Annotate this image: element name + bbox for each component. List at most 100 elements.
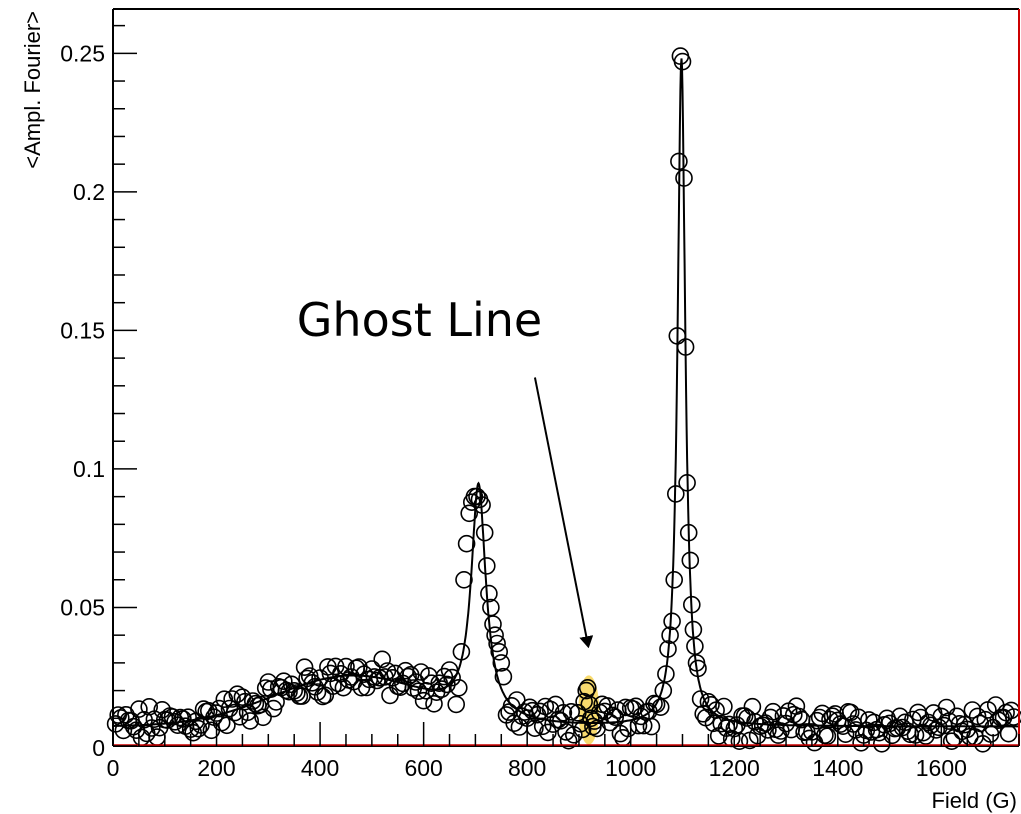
data-point	[818, 727, 837, 746]
data-point	[891, 707, 909, 726]
data-point	[477, 557, 496, 575]
x-tick-label: 1200	[709, 755, 760, 781]
fit-curve	[113, 58, 1019, 728]
data-point	[606, 708, 625, 727]
data-point	[414, 691, 433, 710]
y-tick-label: 0	[92, 735, 105, 761]
data-point	[449, 678, 468, 697]
data-point	[738, 709, 757, 727]
data-point	[295, 658, 314, 677]
data-point	[435, 667, 454, 686]
data-point	[1005, 708, 1021, 726]
data-point	[455, 570, 473, 589]
data-point	[486, 626, 504, 645]
y-tick-label: 0.1	[73, 456, 105, 482]
data-point	[460, 504, 479, 523]
data-point	[457, 534, 476, 553]
data-point	[872, 734, 891, 753]
data-point	[274, 672, 293, 691]
data-point	[130, 700, 148, 718]
data-point	[447, 695, 466, 714]
data-point	[443, 668, 461, 687]
data-point	[554, 703, 573, 722]
data-point	[627, 697, 645, 716]
data-point	[475, 523, 494, 542]
data-point	[730, 732, 749, 751]
data-point	[412, 663, 430, 681]
data-point	[523, 701, 542, 720]
data-point	[494, 667, 513, 686]
data-point	[585, 712, 604, 730]
data-point	[337, 657, 355, 676]
data-point	[218, 716, 236, 735]
data-point	[308, 683, 327, 701]
data-point	[373, 650, 392, 669]
data-point	[200, 701, 218, 720]
data-point	[764, 702, 782, 721]
y-axis-title: <Ampl. Fourier>	[20, 11, 45, 169]
x-tick-label: 800	[508, 755, 546, 781]
annotation-arrow	[533, 377, 594, 649]
data-point	[852, 733, 870, 752]
data-points	[106, 47, 1021, 753]
data-point	[241, 712, 259, 730]
y-tick-label: 0.05	[60, 594, 105, 620]
fit-line	[113, 58, 1019, 728]
data-point	[562, 702, 581, 721]
data-point	[544, 715, 562, 733]
x-tick-label: 200	[197, 755, 235, 781]
x-axis-title: Field (G)	[931, 788, 1017, 813]
data-point	[280, 682, 298, 701]
data-point	[759, 721, 777, 739]
data-point	[642, 717, 661, 736]
data-point	[287, 684, 306, 702]
data-point	[702, 695, 720, 714]
data-point	[916, 727, 935, 745]
data-point	[425, 694, 443, 713]
y-tick-label: 0.15	[60, 317, 105, 343]
data-point	[715, 697, 733, 716]
data-point	[409, 682, 428, 701]
x-tick-label: 1400	[812, 755, 863, 781]
data-point	[482, 598, 500, 617]
data-point	[968, 707, 987, 726]
data-point	[577, 681, 596, 700]
data-point	[223, 690, 241, 708]
data-point	[937, 698, 956, 717]
data-point	[254, 708, 272, 727]
data-point	[748, 726, 767, 745]
x-tick-label: 400	[301, 755, 339, 781]
x-tick-label: 0	[107, 755, 120, 781]
data-point	[143, 719, 161, 737]
data-point	[215, 690, 234, 709]
data-point	[582, 709, 600, 728]
y-tick-label: 0.2	[73, 179, 105, 205]
data-point	[971, 714, 990, 733]
data-point	[616, 698, 635, 717]
data-point	[480, 584, 498, 603]
data-point	[488, 634, 506, 653]
data-point	[831, 715, 850, 733]
data-point	[573, 720, 592, 739]
data-point	[580, 695, 599, 714]
x-tick-label: 1000	[605, 755, 656, 781]
data-point	[490, 642, 509, 661]
annotation-text: Ghost Line	[297, 293, 542, 347]
x-tick-label: 600	[404, 755, 442, 781]
data-point	[189, 719, 208, 738]
plot-frame	[112, 8, 1020, 747]
data-point	[492, 654, 511, 672]
y-tick-label: 0.25	[60, 40, 105, 66]
data-point	[148, 728, 166, 746]
data-point	[651, 698, 670, 717]
data-point	[557, 723, 575, 741]
data-point	[665, 570, 684, 589]
data-point	[896, 713, 914, 732]
x-axis-ticks: 0 200 400 600 800 1000 1200 1400 1600	[107, 722, 1020, 781]
data-point	[999, 724, 1018, 743]
ghost-line-annotation: Ghost Line	[297, 293, 594, 649]
x-tick-label: 1600	[916, 755, 967, 781]
y-axis-ticks: 0 0.05 0.1 0.15 0.2 0.25	[60, 24, 137, 761]
data-point	[614, 728, 632, 747]
